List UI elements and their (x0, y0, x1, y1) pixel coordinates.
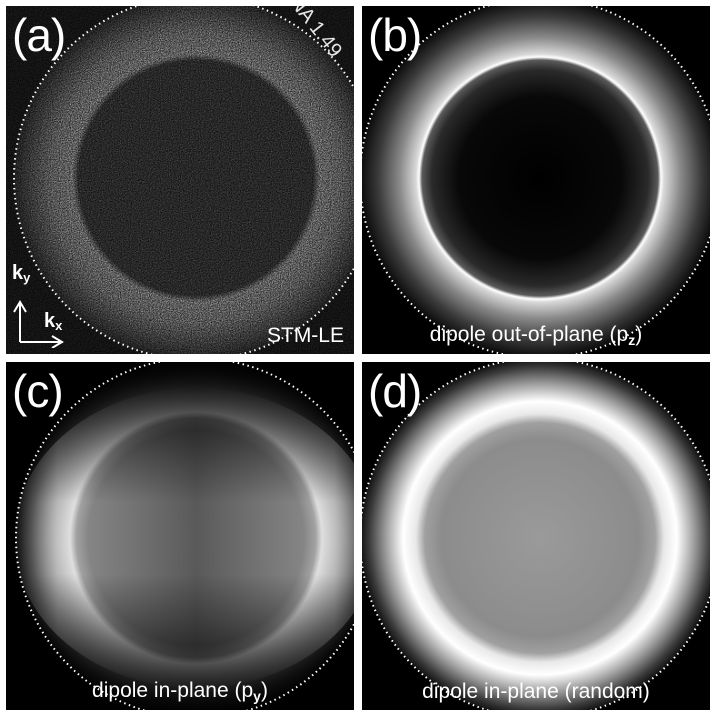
panel-c-image (6, 362, 354, 710)
panel-c: (c) dipole in-plane (py) (6, 362, 354, 710)
kx-label: kx (44, 310, 63, 333)
panel-a-caption: STM-LE (266, 324, 344, 347)
panel-c-label: (c) (12, 365, 64, 417)
panel-d-image (362, 362, 710, 710)
panel-b-image (362, 6, 710, 354)
panel-d-caption: dipole in-plane (random) (422, 680, 650, 703)
panel-b-caption: dipole out-of-plane (pz) (429, 323, 643, 348)
k-axes: ky kx (12, 262, 74, 348)
panel-b: (b) dipole out-of-plane (pz) (362, 6, 710, 354)
panel-d: (d) dipole in-plane (random) (362, 362, 710, 710)
ky-label: ky (12, 262, 31, 285)
panel-b-label: (b) (368, 9, 422, 61)
panel-c-caption: dipole in-plane (py) (92, 679, 268, 704)
panel-a-image (6, 6, 354, 354)
panel-a: (a) NA 1.49 STM-LE ky kx (6, 6, 354, 354)
panel-a-label: (a) (12, 9, 66, 61)
panel-d-label: (d) (368, 365, 422, 417)
